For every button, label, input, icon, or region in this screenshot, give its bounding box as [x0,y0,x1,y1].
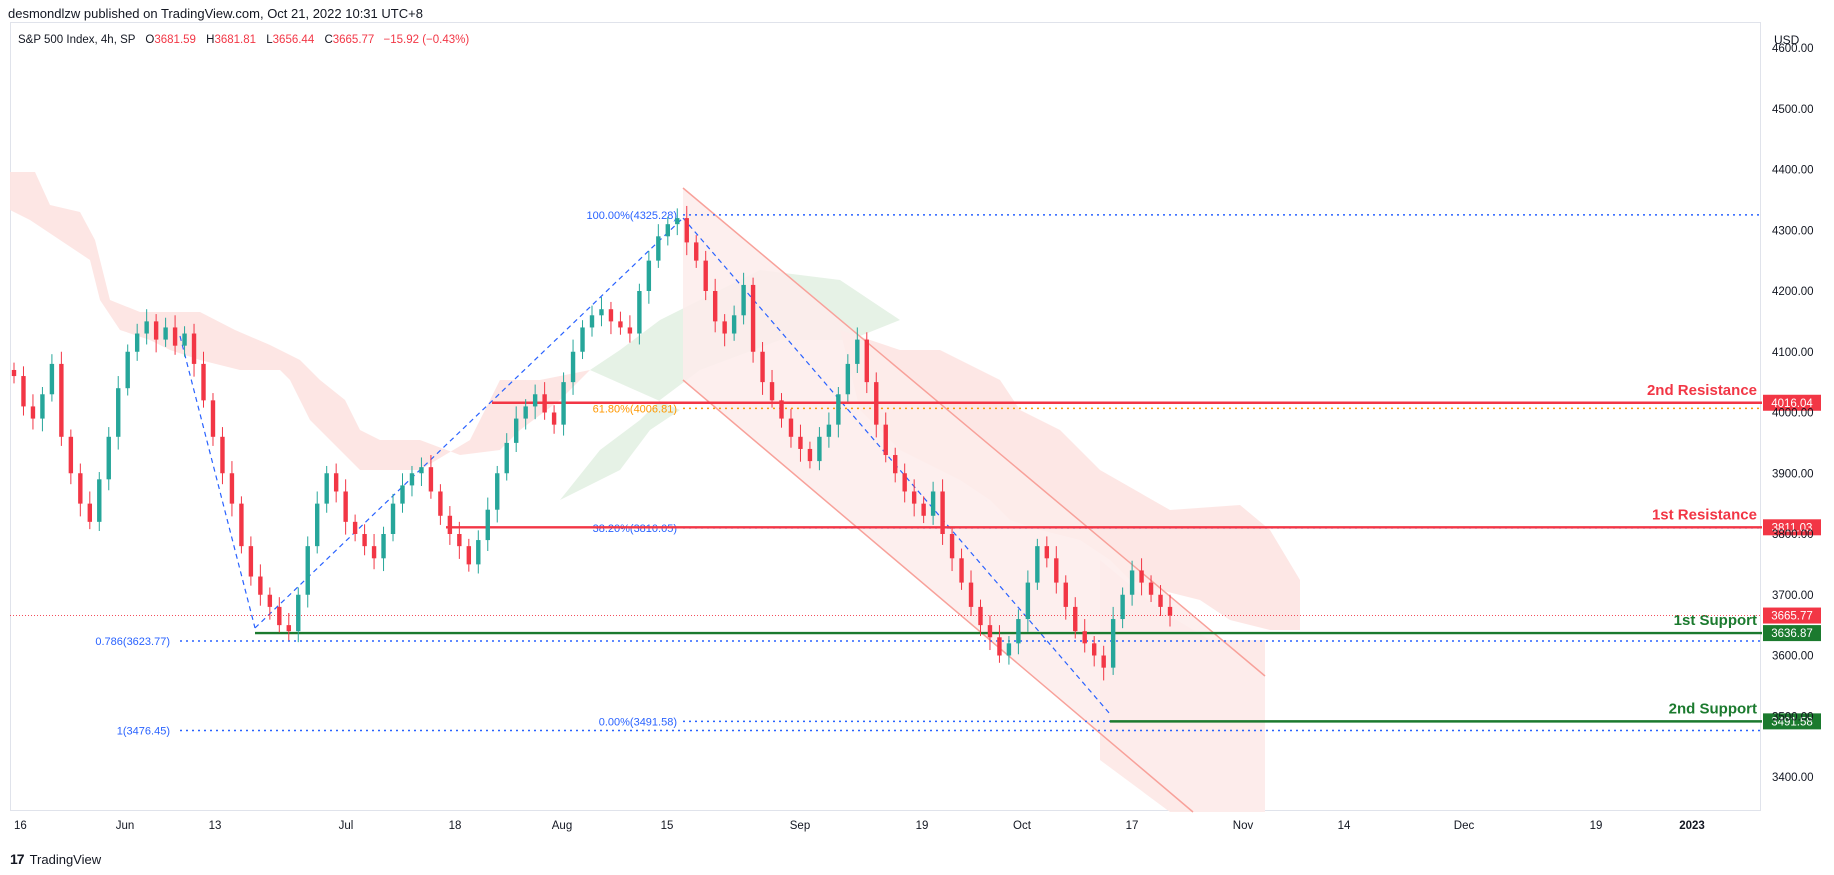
currency-label: USD [1774,33,1800,47]
x-tick-label: Jun [116,820,135,832]
resistance-2-tag [1763,394,1821,411]
footer-brand: 17 TradingView [10,851,101,867]
low-value: 3656.44 [272,34,315,46]
resistance-1-price: 3811.03 [1772,522,1813,534]
x-tick-label: 19 [1590,820,1603,832]
x-tick-label: 19 [916,820,929,832]
open-value: 3681.59 [154,34,196,46]
resistance-1-tag [1763,519,1821,536]
ohlc-legend: S&P 500 Index, 4h, SP O3681.59 H3681.81 … [18,34,469,46]
y-tick-label: 3800.00 [1772,529,1814,541]
high-label: H [206,34,215,46]
x-tick-label: 15 [661,820,674,832]
x-tick-label: 16 [14,820,27,832]
last-price: 3665.77 [1771,611,1813,623]
y-tick-label: 3400.00 [1772,772,1814,784]
y-tick-label: 4200.00 [1772,286,1814,298]
x-tick-label: 2023 [1679,820,1705,832]
x-tick-label: Dec [1454,820,1475,832]
y-tick-label: 4000.00 [1772,408,1814,420]
x-tick-label: 18 [449,820,462,832]
x-tick-label: Oct [1013,820,1032,832]
y-tick-label: 3700.00 [1772,590,1814,602]
x-tick-label: 13 [209,820,222,832]
x-tick-label: Aug [552,820,572,832]
x-tick-label: Jul [339,820,354,832]
y-tick-label: 4100.00 [1772,347,1814,359]
chart-frame [10,22,1761,811]
last-tag [1763,607,1821,624]
close-label: C [324,34,333,46]
y-tick-label: 4500.00 [1772,104,1814,116]
support-1-tag [1763,625,1821,642]
footer-brand-name: TradingView [29,851,102,867]
x-tick-label: Sep [790,820,810,832]
y-tick-label: 4400.00 [1772,165,1814,177]
low-label: L [266,34,273,46]
x-tick-label: 17 [1126,820,1139,832]
change-value: −15.92 (−0.43%) [383,34,470,46]
close-value: 3665.77 [332,34,375,46]
y-tick-label: 3900.00 [1772,468,1814,480]
high-value: 3681.81 [214,34,257,46]
tradingview-logo-icon: 17 [10,851,25,867]
resistance-2-price: 4016.04 [1771,398,1813,410]
y-tick-label: 4300.00 [1772,225,1814,237]
support-2-price: 3491.58 [1771,716,1813,728]
x-tick-label: 14 [1338,820,1351,832]
y-tick-label: 3600.00 [1772,651,1814,663]
x-tick-label: Nov [1233,820,1254,832]
open-label: O [145,34,155,46]
support-2-tag [1763,713,1821,730]
y-tick-label: 3500.00 [1772,711,1814,723]
symbol-label[interactable]: S&P 500 Index, 4h, SP [18,34,136,46]
publisher-line: desmondlzw published on TradingView.com,… [8,6,423,21]
support-1-price: 3636.87 [1771,628,1813,640]
